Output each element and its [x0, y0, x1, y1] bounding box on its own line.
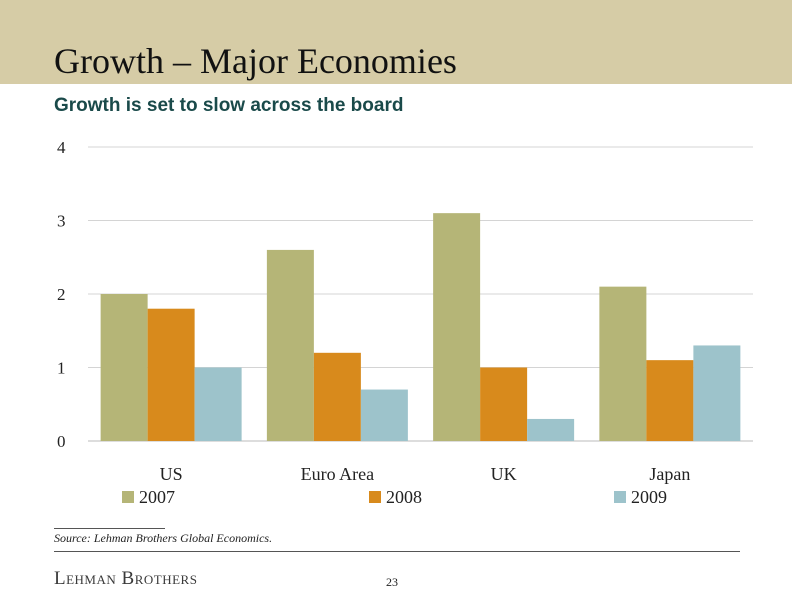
bar-uk-2007: [433, 213, 481, 441]
x-tick-label: UK: [491, 464, 517, 484]
bar-japan-2008: [646, 360, 694, 441]
bar-japan-2007: [599, 286, 647, 441]
bar-us-2008: [147, 308, 195, 441]
legend-label: 2008: [386, 487, 422, 507]
y-axis-ticks: 0 1 2 3 4: [57, 138, 66, 451]
y-tick-label: 1: [57, 359, 66, 378]
y-tick-label: 4: [57, 138, 66, 157]
x-tick-label: Euro Area: [301, 464, 374, 484]
brand-logo-text: Lehman Brothers: [54, 568, 198, 589]
bar-uk-2009: [527, 418, 575, 441]
bar-uk-2008: [480, 367, 528, 441]
source-divider: [54, 528, 165, 529]
slide-subtitle: Growth is set to slow across the board: [54, 95, 404, 116]
legend-label: 2007: [139, 487, 175, 507]
legend-swatch: [369, 491, 381, 503]
page-number: 23: [386, 575, 398, 589]
bar-japan-2009: [693, 345, 741, 441]
bar-euro-area-2009: [360, 389, 408, 441]
bars: [100, 213, 741, 441]
bar-us-2009: [194, 367, 242, 441]
x-axis-labels: US Euro Area UK Japan: [160, 464, 691, 484]
bar-euro-area-2007: [266, 249, 314, 441]
legend: 2007 2008 2009: [122, 487, 667, 507]
legend-label: 2009: [631, 487, 667, 507]
bar-euro-area-2008: [313, 352, 361, 441]
bar-chart: 0 1 2 3 4 US Euro Area UK Japan 2007 2008 2009: [57, 138, 753, 507]
source-note: Source: Lehman Brothers Global Economics…: [54, 531, 273, 545]
y-tick-label: 0: [57, 432, 66, 451]
footer-divider: [54, 551, 740, 552]
legend-swatch: [122, 491, 134, 503]
y-tick-label: 2: [57, 285, 66, 304]
slide-title: Growth – Major Economies: [54, 41, 457, 81]
legend-swatch: [614, 491, 626, 503]
header-band: [0, 0, 792, 84]
bar-us-2007: [100, 294, 148, 441]
x-tick-label: US: [160, 464, 183, 484]
x-tick-label: Japan: [649, 464, 690, 484]
y-tick-label: 3: [57, 212, 66, 231]
